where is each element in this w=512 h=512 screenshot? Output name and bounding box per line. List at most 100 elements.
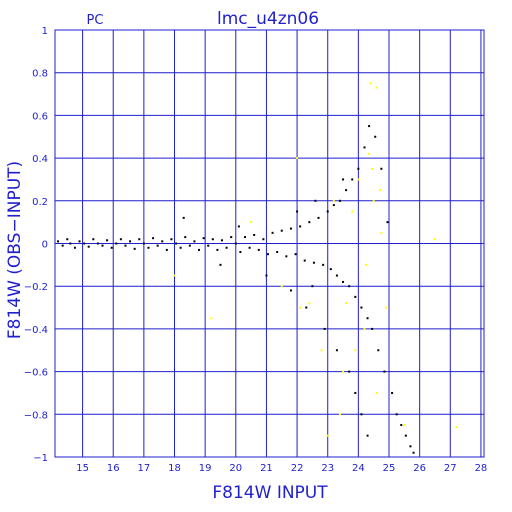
data-point-black (404, 434, 407, 437)
data-point-black (357, 167, 360, 170)
data-point-black (266, 253, 269, 256)
data-point-black (299, 225, 302, 228)
data-point-black (115, 242, 118, 245)
data-point-yellow (332, 199, 335, 202)
data-point-black (188, 244, 191, 247)
y-tick-label: 0.4 (32, 154, 48, 165)
y-tick-label: 0 (42, 240, 48, 251)
x-tick-label: 21 (260, 463, 273, 474)
data-point-black (271, 231, 274, 234)
data-point-black (230, 236, 233, 239)
data-point-black (354, 295, 357, 298)
data-point-yellow (342, 370, 345, 373)
data-point-black (400, 423, 403, 426)
data-point-yellow (173, 274, 176, 277)
data-point-black (374, 135, 377, 138)
x-tick-label: 28 (475, 463, 488, 474)
data-point-yellow (455, 426, 458, 429)
data-point-yellow (384, 306, 387, 309)
data-point-yellow (433, 238, 436, 241)
data-points (57, 82, 458, 454)
data-point-yellow (365, 263, 368, 266)
data-point-black (182, 216, 185, 219)
x-tick-label: 25 (383, 463, 396, 474)
data-point-black (265, 274, 268, 277)
data-point-yellow (296, 157, 299, 160)
data-point-black (280, 229, 283, 232)
data-point-yellow (308, 302, 311, 305)
data-point-black (262, 238, 265, 241)
data-point-black (338, 199, 341, 202)
data-point-black (345, 189, 348, 192)
data-point-black (73, 246, 76, 249)
data-point-black (257, 248, 260, 251)
data-point-black (175, 242, 178, 245)
data-point-black (366, 434, 369, 437)
data-point-black (61, 244, 64, 247)
data-point-yellow (354, 349, 357, 352)
data-point-black (348, 285, 351, 288)
x-tick-label: 22 (291, 463, 304, 474)
data-point-black (198, 248, 201, 251)
data-point-yellow (210, 317, 213, 320)
data-point-black (303, 259, 306, 262)
x-tick-labels: 15 16 17 18 19 20 21 22 23 24 25 26 27 28 (76, 463, 487, 474)
data-point-black (248, 246, 251, 249)
data-point-black (243, 236, 246, 239)
x-tick-label: 19 (199, 463, 212, 474)
data-point-yellow (378, 189, 381, 192)
data-point-black (342, 178, 345, 181)
data-point-black (285, 255, 288, 258)
data-point-yellow (280, 285, 283, 288)
data-point-black (87, 245, 90, 248)
data-point-black (363, 146, 366, 149)
x-tick-label: 26 (413, 463, 426, 474)
data-point-black (193, 240, 196, 243)
data-point-yellow (363, 327, 366, 330)
data-point-black (83, 242, 86, 245)
data-point-yellow (371, 167, 374, 170)
data-point-black (147, 246, 150, 249)
data-point-black (69, 242, 72, 245)
data-point-yellow (250, 221, 253, 224)
data-point-black (216, 248, 219, 251)
data-point-black (326, 210, 329, 213)
data-point-black (335, 274, 338, 277)
data-point-black (305, 306, 308, 309)
data-point-black (110, 246, 113, 249)
data-point-black (366, 317, 369, 320)
data-point-yellow (403, 423, 406, 426)
data-point-black (124, 244, 127, 247)
x-tick-label: 27 (444, 463, 457, 474)
data-point-black (179, 246, 182, 249)
data-point-black (96, 242, 99, 245)
data-point-black (289, 289, 292, 292)
data-point-black (354, 391, 357, 394)
data-point-black (314, 199, 317, 202)
x-tick-label: 16 (107, 463, 120, 474)
data-point-black (294, 253, 297, 256)
data-point-black (329, 268, 332, 271)
data-point-yellow (375, 86, 378, 89)
chart-subtitle: PC (87, 13, 104, 28)
chart-title: lmc_u4zn06 (217, 9, 319, 29)
data-point-black (412, 451, 415, 454)
data-point-black (312, 261, 315, 264)
data-point-black (289, 227, 292, 230)
y-tick-label: 1 (42, 26, 48, 37)
y-tick-label: −0.8 (24, 410, 48, 421)
data-point-yellow (369, 82, 372, 85)
data-point-yellow (372, 199, 375, 202)
y-tick-label: 0.2 (32, 197, 48, 208)
x-tick-label: 18 (168, 463, 181, 474)
x-tick-label: 24 (352, 463, 365, 474)
x-tick-label: 23 (321, 463, 334, 474)
data-point-black (156, 244, 159, 247)
data-point-black (332, 204, 335, 207)
data-point-yellow (368, 152, 371, 155)
data-point-black (348, 370, 351, 373)
data-point-black (101, 244, 104, 247)
data-point-black (57, 240, 60, 243)
data-point-black (221, 239, 224, 242)
